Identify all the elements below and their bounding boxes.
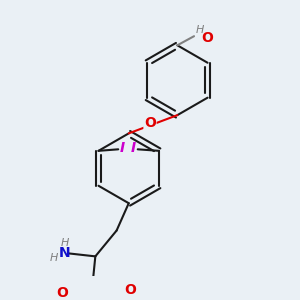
Text: H: H xyxy=(196,25,204,35)
Text: O: O xyxy=(144,116,156,130)
Text: O: O xyxy=(124,283,136,297)
Text: O: O xyxy=(202,31,214,45)
Text: H: H xyxy=(50,253,58,263)
Text: H: H xyxy=(61,238,69,248)
Text: O: O xyxy=(57,286,69,300)
Text: I: I xyxy=(120,141,125,155)
Text: I: I xyxy=(131,141,136,155)
Text: N: N xyxy=(59,246,71,260)
